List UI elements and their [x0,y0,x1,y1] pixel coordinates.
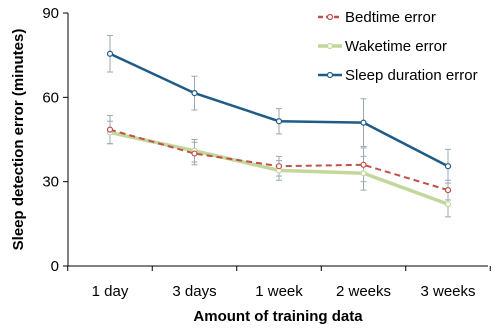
y-tick-label: 60 [42,89,59,106]
x-tick-label: 1 day [92,283,129,300]
legend-item-waketime-error: Waketime error [318,38,447,55]
x-tick-label: 1 week [255,283,303,300]
sleep-duration-error-point [360,119,367,126]
x-axis-title: Amount of training data [193,308,363,325]
legend: Bedtime error Waketime error Sleep duratio… [318,9,478,84]
y-ticks: 0 30 60 90 [42,5,68,275]
legend-marker-waketime-error [326,42,334,50]
sleep-duration-error-point [106,50,114,57]
waketime-error-point [444,201,452,208]
bedtime-error-point [360,161,367,168]
bedtime-error-point [275,163,283,170]
y-tick-label: 90 [42,5,59,22]
legend-item-bedtime-error: Bedtime error [318,9,436,26]
sleep-duration-error-point [444,163,452,170]
x-tick-label: 3 days [172,283,216,300]
x-ticks: 1 day 3 days 1 week 2 weeks 3 weeks [67,266,491,300]
y-tick-label: 30 [42,174,59,191]
legend-label-bedtime-error: Bedtime error [345,9,436,26]
markers-layer [106,50,452,208]
x-tick-label: 3 weeks [420,283,475,300]
sleep-duration-error-point [275,118,283,125]
axes [67,13,488,267]
y-axis-title: Sleep detection error (minutes) [10,29,27,251]
bedtime-error-point [106,126,114,133]
error-bars-layer [107,34,451,218]
legend-marker-bedtime-error [326,13,334,21]
legend-marker-sleep-duration-error [326,71,334,79]
bedtime-error-point [191,150,198,157]
y-tick-label: 0 [51,258,59,275]
sleep-duration-error-point [191,90,198,97]
legend-item-sleep-duration-error: Sleep duration error [318,67,478,84]
legend-label-sleep-duration-error: Sleep duration error [345,67,478,84]
bedtime-error-point [444,187,452,194]
x-tick-label: 2 weeks [336,283,391,300]
legend-label-waketime-error: Waketime error [345,38,447,55]
waketime-error-point [360,170,367,177]
